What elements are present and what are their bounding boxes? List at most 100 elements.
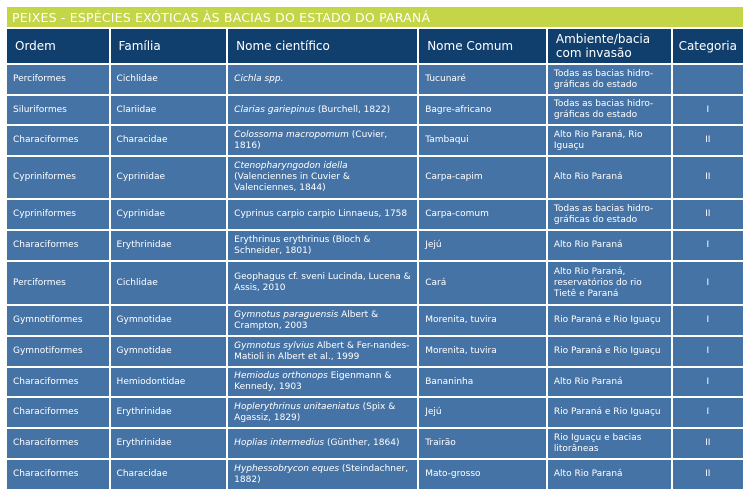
table-row: Cypriniformes Cyprinidae Cyprinus carpio c… xyxy=(7,200,743,229)
table-row: Characiformes Erythrinidae Hoplias interme… xyxy=(7,429,743,458)
scientific-name-italic: Gymnotus paraguensis xyxy=(234,309,339,320)
scientific-name-author: Cyprinus carpio carpio Linnaeus, 1758 xyxy=(234,209,408,219)
cell-nome-cientifico: Clarias gariepinus (Burchell, 1822) xyxy=(228,96,418,124)
species-table: Ordem Família Nome científico Nome Comum… xyxy=(5,27,745,491)
header-familia: Família xyxy=(110,29,227,63)
cell-ordem: Perciformes xyxy=(7,262,109,304)
table-row: Gymnotiformes Gymnotidae Gymnotus sylvius … xyxy=(7,337,743,366)
cell-categoria: I xyxy=(672,262,743,304)
cell-nome-comum: Trairão xyxy=(419,429,546,458)
cell-categoria: II xyxy=(672,429,743,458)
scientific-name-italic: Ctenopharyngodon idella xyxy=(234,161,348,171)
scientific-name-author: (Valenciennes in Cuvier & Valenciennes, … xyxy=(234,172,350,193)
cell-nome-comum: Jejú xyxy=(419,231,546,260)
cell-nome-comum: Morenita, tuvira xyxy=(419,337,546,366)
cell-ordem: Gymnotiformes xyxy=(7,337,109,366)
scientific-name-italic: Clarias gariepinus xyxy=(234,104,316,115)
cell-ambiente: Todas as bacias hidro-gráficas do estado xyxy=(547,200,671,229)
table-row: Perciformes Cichlidae Geophagus cf. sveni … xyxy=(7,262,743,304)
species-table-panel: PEIXES - ESPÉCIES EXÓTICAS ÀS BACIAS DO … xyxy=(7,7,743,491)
cell-nome-comum: Cará xyxy=(419,262,546,304)
cell-nome-cientifico: Erythrinus erythrinus (Bloch & Schneider… xyxy=(228,231,418,260)
cell-familia: Hemiodontidae xyxy=(110,368,227,396)
cell-ordem: Cypriniformes xyxy=(7,157,109,198)
table-row: Siluriformes Clariidae Clarias gariepinus … xyxy=(7,96,743,124)
cell-familia: Clariidae xyxy=(110,96,227,124)
cell-categoria: I xyxy=(672,398,743,427)
cell-ordem: Characiformes xyxy=(7,429,109,458)
cell-nome-cientifico: Hemiodus orthonops Eigenmann & Kennedy, … xyxy=(228,368,418,396)
cell-categoria: I xyxy=(672,337,743,366)
cell-nome-cientifico: Ctenopharyngodon idella (Valenciennes in… xyxy=(228,157,418,198)
cell-nome-comum: Carpa-capim xyxy=(419,157,546,198)
table-row: Perciformes Cichlidae Cichla spp. Tucunaré T… xyxy=(7,65,743,94)
cell-ordem: Gymnotiformes xyxy=(7,306,109,335)
scientific-name-author: (Cuvier, 1816) xyxy=(234,129,388,151)
cell-ambiente: Alto Rio Paraná, reservatórios do rio Ti… xyxy=(547,262,671,304)
scientific-name-author: Eigenmann & Kennedy, 1903 xyxy=(234,371,392,392)
cell-categoria: I xyxy=(672,96,743,124)
scientific-name-author: (Burchell, 1822) xyxy=(315,104,391,115)
cell-nome-cientifico: Hoplerythrinus unitaeniatus (Spix & Agas… xyxy=(228,398,418,427)
cell-nome-cientifico: Gymnotus paraguensis Albert & Crampton, … xyxy=(228,306,418,335)
cell-nome-comum: Morenita, tuvira xyxy=(419,306,546,335)
cell-ambiente: Rio Paraná e Rio Iguaçu xyxy=(547,337,671,366)
scientific-name-author: Albert & Fer-nandes-Matioli in Albert et… xyxy=(234,340,410,362)
header-nome-cientifico: Nome científico xyxy=(228,29,418,63)
cell-familia: Cyprinidae xyxy=(110,157,227,198)
cell-nome-comum: Jejú xyxy=(419,398,546,427)
cell-categoria: I xyxy=(672,368,743,396)
scientific-name-author: Albert & Crampton, 2003 xyxy=(234,309,379,331)
cell-familia: Gymnotidae xyxy=(110,306,227,335)
scientific-name-italic: Hyphessobrycon eques xyxy=(234,463,340,474)
table-row: Cypriniformes Cyprinidae Ctenopharyngodon … xyxy=(7,157,743,198)
cell-categoria: II xyxy=(672,126,743,155)
header-ordem: Ordem xyxy=(7,29,109,63)
scientific-name-italic: Colossoma macropomum xyxy=(234,129,349,140)
cell-ambiente: Alto Rio Paraná, Rio Iguaçu xyxy=(547,126,671,155)
cell-nome-comum: Tambaqui xyxy=(419,126,546,155)
header-categoria: Categoria xyxy=(672,29,743,63)
cell-ordem: Characiformes xyxy=(7,398,109,427)
cell-nome-cientifico: Colossoma macropomum (Cuvier, 1816) xyxy=(228,126,418,155)
cell-nome-comum: Mato-grosso xyxy=(419,460,546,489)
cell-nome-comum: Bananinha xyxy=(419,368,546,396)
table-row: Characiformes Characidae Hyphessobrycon eq… xyxy=(7,460,743,489)
cell-nome-comum: Bagre-africano xyxy=(419,96,546,124)
cell-ambiente: Todas as bacias hidro-gráficas do estado xyxy=(547,65,671,94)
scientific-name-italic: Hoplias intermedius xyxy=(234,438,325,448)
cell-ordem: Characiformes xyxy=(7,231,109,260)
cell-ambiente: Todas as bacias hidro-gráficas do estado xyxy=(547,96,671,124)
cell-categoria: II xyxy=(672,460,743,489)
cell-familia: Erythrinidae xyxy=(110,429,227,458)
cell-familia: Erythrinidae xyxy=(110,231,227,260)
table-row: Characiformes Characidae Colossoma macropo… xyxy=(7,126,743,155)
cell-ambiente: Rio Paraná e Rio Iguaçu xyxy=(547,398,671,427)
cell-familia: Cichlidae xyxy=(110,262,227,304)
cell-nome-cientifico: Geophagus cf. sveni Lucinda, Lucena & As… xyxy=(228,262,418,304)
scientific-name-italic: Hoplerythrinus unitaeniatus xyxy=(234,401,360,412)
cell-ordem: Cypriniformes xyxy=(7,200,109,229)
scientific-name-italic: Hemiodus orthonops xyxy=(234,371,328,381)
cell-ordem: Characiformes xyxy=(7,368,109,396)
cell-ordem: Perciformes xyxy=(7,65,109,94)
cell-categoria: I xyxy=(672,306,743,335)
table-row: Characiformes Erythrinidae Erythrinus eryt… xyxy=(7,231,743,260)
cell-categoria xyxy=(672,65,743,94)
cell-ambiente: Rio Iguaçu e bacias litorâneas xyxy=(547,429,671,458)
cell-nome-cientifico: Gymnotus sylvius Albert & Fer-nandes-Mat… xyxy=(228,337,418,366)
scientific-name-author: (Steindachner, 1882) xyxy=(234,463,409,485)
header-ambiente: Ambiente/bacia com invasão xyxy=(547,29,671,63)
table-row: Characiformes Hemiodontidae Hemiodus ortho… xyxy=(7,368,743,396)
cell-ordem: Characiformes xyxy=(7,460,109,489)
cell-ambiente: Alto Rio Paraná xyxy=(547,368,671,396)
table-row: Gymnotiformes Gymnotidae Gymnotus paraguen… xyxy=(7,306,743,335)
cell-familia: Cyprinidae xyxy=(110,200,227,229)
cell-ambiente: Rio Paraná e Rio Iguaçu xyxy=(547,306,671,335)
cell-familia: Gymnotidae xyxy=(110,337,227,366)
scientific-name-author: Erythrinus erythrinus (Bloch & Schneider… xyxy=(234,234,371,256)
cell-familia: Characidae xyxy=(110,460,227,489)
cell-ambiente: Alto Rio Paraná xyxy=(547,460,671,489)
cell-categoria: I xyxy=(672,231,743,260)
cell-nome-cientifico: Hyphessobrycon eques (Steindachner, 1882… xyxy=(228,460,418,489)
